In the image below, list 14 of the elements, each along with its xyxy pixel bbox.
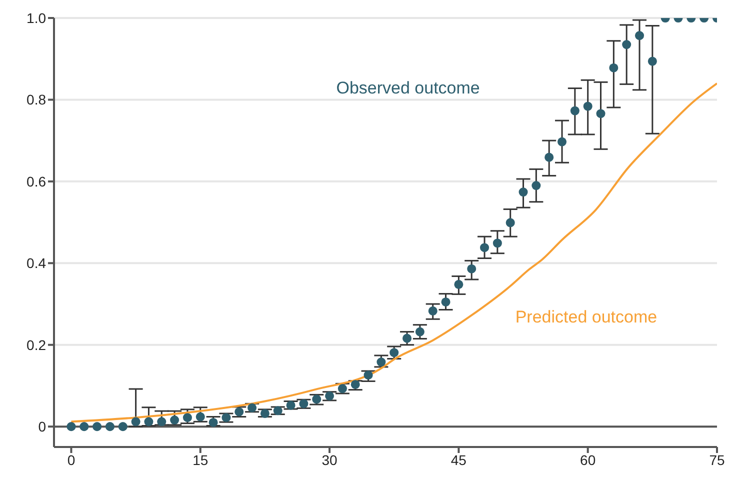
x-tick-label: 15 — [192, 452, 208, 468]
y-tick-label: 0 — [38, 418, 46, 435]
y-tick-label: 0.4 — [26, 255, 46, 272]
series-label: Predicted outcome — [515, 307, 658, 326]
x-tick-label: 30 — [322, 452, 338, 468]
y-tick-label: 0.2 — [26, 336, 46, 353]
x-tick-label: 0 — [67, 452, 76, 468]
x-tick-label: 45 — [450, 452, 467, 468]
y-tick-label: 1.0 — [26, 10, 46, 26]
y-tick-label: 0.6 — [26, 173, 46, 190]
y-tick-label: 0.8 — [26, 92, 46, 108]
x-tick-label: 60 — [580, 452, 596, 468]
text: Observed outcome — [336, 78, 480, 98]
x-tick-label: 75 — [709, 452, 725, 468]
